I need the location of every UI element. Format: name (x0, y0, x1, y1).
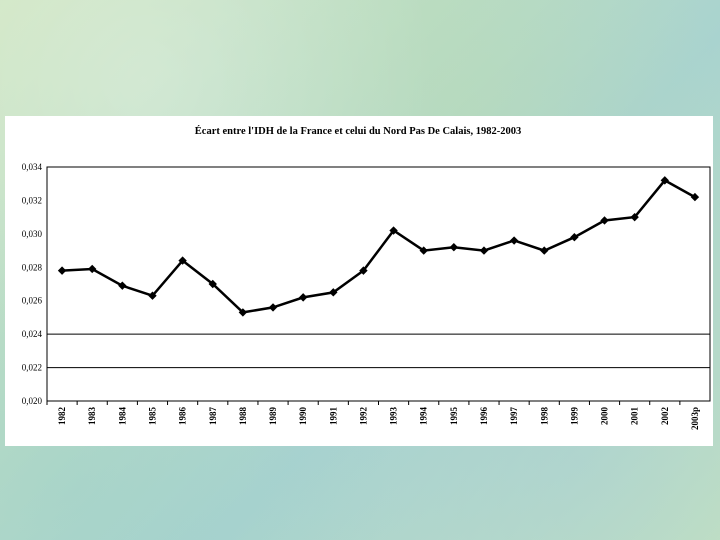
x-tick-label: 2001 (630, 407, 640, 426)
y-tick-label: 0,024 (22, 329, 43, 339)
data-point-marker (57, 266, 67, 275)
x-tick-label: 1992 (358, 407, 368, 426)
x-tick-label: 1994 (419, 407, 429, 426)
data-point-marker (600, 216, 609, 225)
x-tick-label: 1982 (57, 407, 67, 426)
y-tick-label: 0,032 (22, 195, 42, 205)
series-line (62, 178, 696, 314)
x-tick-label: 2002 (660, 407, 670, 426)
data-point-marker (570, 233, 579, 242)
data-point-marker (208, 279, 217, 289)
x-tick-label: 1996 (479, 407, 489, 426)
x-tick-label: 1990 (298, 407, 308, 426)
x-tick-label: 1987 (208, 407, 218, 426)
data-point-marker (419, 246, 428, 255)
series-markers (57, 176, 700, 317)
data-point-marker (540, 246, 549, 255)
x-tick-label: 1983 (87, 407, 97, 426)
y-tick-label: 0,020 (22, 396, 43, 406)
x-tick-label: 1997 (509, 407, 519, 426)
y-tick-label: 0,028 (22, 262, 43, 272)
data-point-marker (509, 236, 519, 245)
x-tick-label: 1985 (147, 407, 157, 426)
x-tick-label: 1995 (449, 407, 459, 426)
x-axis-ticks: 1982 1983 1984 1985 1986 1987 1988 1989 1990 1991… (46, 401, 700, 430)
data-point-marker (630, 212, 639, 222)
data-point-marker (389, 226, 398, 235)
y-tick-label: 0,026 (22, 296, 43, 306)
chart-title: Écart entre l'IDH de la France et celui … (195, 125, 521, 137)
data-point-marker (449, 243, 459, 252)
line-chart: Écart entre l'IDH de la France et celui … (22, 125, 711, 430)
x-tick-label: 1989 (268, 407, 278, 426)
x-tick-label: 1984 (117, 407, 127, 426)
data-point-marker (238, 308, 248, 317)
x-tick-label: 1998 (539, 407, 549, 426)
x-tick-label: 2003p (690, 407, 700, 430)
data-point-marker (88, 264, 97, 274)
data-point-marker (690, 192, 700, 202)
data-point-marker (178, 256, 187, 265)
x-tick-label: 1988 (238, 407, 248, 426)
data-point-marker (118, 281, 127, 290)
y-tick-label: 0,030 (22, 229, 43, 239)
data-point-marker (268, 303, 278, 312)
data-point-marker (298, 293, 308, 302)
chart-panel: Écart entre l'IDH de la France et celui … (5, 116, 713, 446)
x-tick-label: 1993 (389, 407, 399, 426)
gridlines (47, 333, 710, 369)
data-point-marker (660, 176, 669, 185)
data-point-marker (148, 291, 157, 300)
plot-area-frame (46, 166, 711, 402)
x-tick-label: 1991 (328, 407, 338, 426)
y-tick-label: 0,022 (22, 363, 42, 373)
x-tick-label: 1999 (569, 407, 579, 426)
y-tick-label: 0,034 (22, 162, 43, 172)
y-axis-ticks: 0,020 0,022 0,024 0,026 0,028 0,030 0,032 0,034 (22, 162, 43, 406)
data-point-marker (479, 246, 489, 255)
x-tick-label: 1986 (178, 407, 188, 426)
x-tick-label: 2000 (600, 407, 610, 426)
